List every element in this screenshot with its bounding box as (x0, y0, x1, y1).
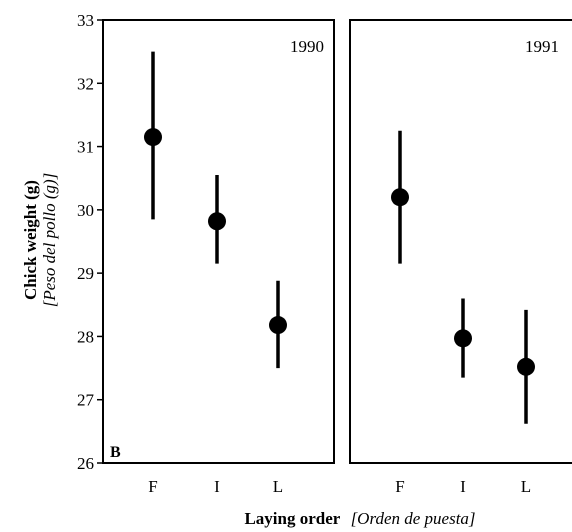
x-axis-title: Laying order [Orden de puesta] (244, 509, 475, 528)
panel-title-1991: 1991 (525, 37, 559, 56)
data-point-1990-I (208, 212, 226, 231)
x-tick-label-1990-I: I (214, 477, 220, 496)
y-tick-label-33: 33 (77, 11, 94, 30)
y-axis-title: Chick weight (g) [Peso del pollo (g)] (21, 173, 59, 308)
y-axis: 26 27 28 29 30 31 32 33 (77, 11, 103, 473)
y-tick-label-29: 29 (77, 264, 94, 283)
x-tick-label-1991-I: I (460, 477, 466, 496)
x-tick-label-1991-L: L (521, 477, 531, 496)
y-tick-label-31: 31 (77, 138, 94, 157)
panel-title-1990: 1990 (290, 37, 324, 56)
data-point-1990-L (269, 316, 287, 335)
data-point-1990-F (144, 128, 162, 147)
x-tick-label-1990-L: L (273, 477, 283, 496)
data-marks (144, 51, 535, 424)
x-tick-label-1991-F: F (395, 477, 404, 496)
data-point-1991-F (391, 188, 409, 207)
y-tick-label-30: 30 (77, 201, 94, 220)
y-tick-label-27: 27 (77, 391, 95, 410)
panel-frame-1991 (349, 19, 572, 464)
y-axis-label-translation: [Peso del pollo (g)] (40, 173, 59, 308)
panel-letter: B (110, 444, 121, 461)
panel-frame-1990 (102, 19, 335, 464)
data-point-1991-L (517, 357, 535, 376)
y-tick-label-32: 32 (77, 74, 94, 93)
x-axis-label-translation: [Orden de puesta] (351, 509, 476, 528)
svg-text:Chick weight (g): Chick weight (g) (21, 180, 40, 300)
x-axis-label: Laying order (244, 509, 340, 528)
svg-text:[Peso del pollo (g)]: [Peso del pollo (g)] (40, 173, 59, 308)
y-tick-label-28: 28 (77, 327, 94, 346)
y-axis-label: Chick weight (g) (21, 180, 40, 300)
x-tick-label-1990-F: F (148, 477, 157, 496)
y-tick-label-26: 26 (77, 454, 94, 473)
data-point-1991-I (454, 329, 472, 348)
